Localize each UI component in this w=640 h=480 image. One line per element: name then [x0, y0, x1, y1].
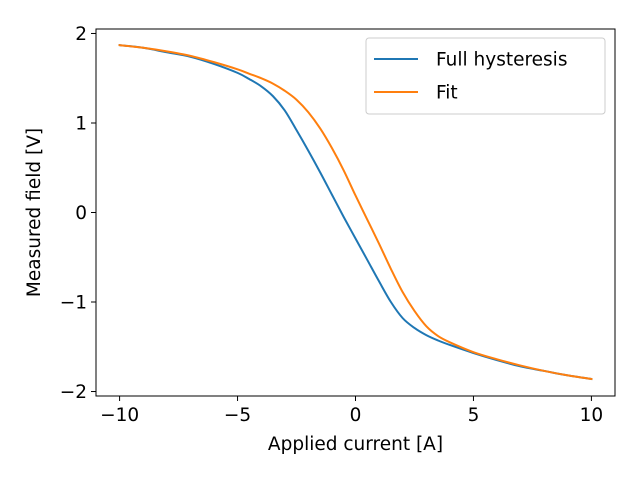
- x-tick-label: 10: [580, 405, 604, 426]
- y-axis-label: Measured field [V]: [24, 128, 45, 297]
- legend-box: [365, 37, 606, 115]
- x-axis: −10 −5 0 5 10: [100, 396, 603, 426]
- x-tick-label: 5: [468, 405, 480, 426]
- x-tick-label: −5: [224, 405, 251, 426]
- x-tick-label: −10: [100, 405, 139, 426]
- y-tick-label: 0: [75, 203, 87, 224]
- series-line-fit: [118, 44, 593, 381]
- y-axis: −2 −1 0 1 2: [60, 24, 96, 403]
- legend-label-full-hysteresis: Full hysteresis: [436, 50, 567, 71]
- x-tick-label: 0: [350, 405, 362, 426]
- x-axis-label: Applied current [A]: [268, 434, 443, 455]
- legend-label-fit: Fit: [436, 83, 458, 104]
- y-tick-label: −1: [60, 293, 87, 314]
- legend: Full hysteresis Fit: [365, 37, 606, 115]
- y-tick-label: 2: [75, 24, 87, 45]
- y-tick-label: −2: [60, 382, 87, 403]
- series-layer: [118, 44, 593, 381]
- y-tick-label: 1: [75, 113, 87, 134]
